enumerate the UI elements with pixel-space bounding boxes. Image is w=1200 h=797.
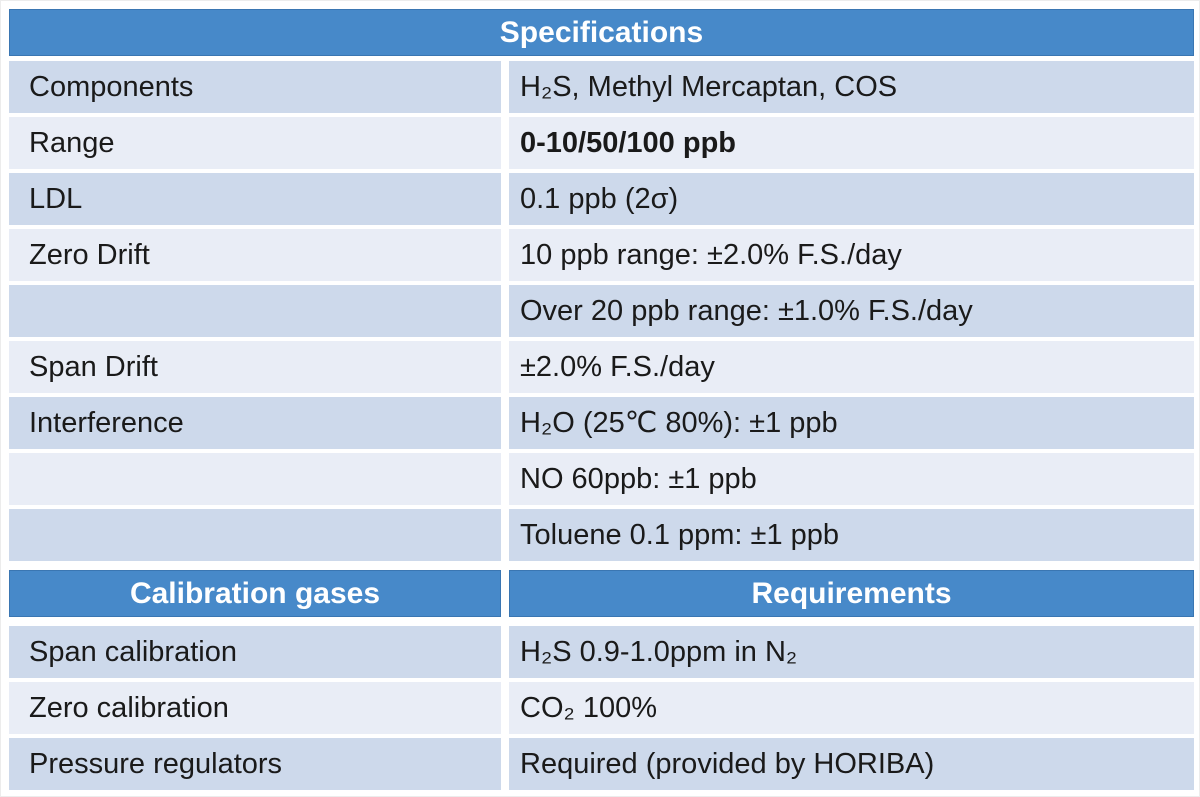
calibration-label-zero: Zero calibration	[9, 682, 501, 734]
table-row: NO 60ppb: ±1 ppb	[9, 453, 1194, 505]
calibration-label-pressure: Pressure regulators	[9, 738, 501, 790]
spec-header-row: Specifications	[9, 9, 1194, 56]
spec-label-ldl: LDL	[9, 173, 501, 225]
table-row: Components H₂S, Methyl Mercaptan, COS	[9, 61, 1194, 113]
spec-label-range: Range	[9, 117, 501, 169]
spec-header-title: Specifications	[9, 9, 1194, 56]
spec-label-components: Components	[9, 61, 501, 113]
specifications-table: Specifications Components H₂S, Methyl Me…	[9, 9, 1194, 790]
table-row: Interference H₂O (25℃ 80%): ±1 ppb	[9, 397, 1194, 449]
requirements-header: Requirements	[509, 570, 1194, 617]
spec-label-span-drift: Span Drift	[9, 341, 501, 393]
spec-label-zero-drift: Zero Drift	[9, 229, 501, 281]
calibration-value-zero: CO₂ 100%	[509, 682, 1194, 734]
spec-value-components: H₂S, Methyl Mercaptan, COS	[509, 61, 1194, 113]
calibration-header-row: Calibration gases Requirements	[9, 570, 1194, 617]
calibration-value-span: H₂S 0.9-1.0ppm in N₂	[509, 626, 1194, 678]
spec-label-interference-cont2	[9, 509, 501, 561]
spec-value-interference-no: NO 60ppb: ±1 ppb	[509, 453, 1194, 505]
spec-value-range: 0-10/50/100 ppb	[509, 117, 1194, 169]
table-row: LDL 0.1 ppb (2σ)	[9, 173, 1194, 225]
table-row: Toluene 0.1 ppm: ±1 ppb	[9, 509, 1194, 561]
calibration-value-pressure: Required (provided by HORIBA)	[509, 738, 1194, 790]
calibration-gases-header: Calibration gases	[9, 570, 501, 617]
spec-value-interference-toluene: Toluene 0.1 ppm: ±1 ppb	[509, 509, 1194, 561]
table-row: Range 0-10/50/100 ppb	[9, 117, 1194, 169]
table-row: Span Drift ±2.0% F.S./day	[9, 341, 1194, 393]
calibration-label-span: Span calibration	[9, 626, 501, 678]
spec-value-interference-h2o: H₂O (25℃ 80%): ±1 ppb	[509, 397, 1194, 449]
spec-value-zero-drift: 10 ppb range: ±2.0% F.S./day	[509, 229, 1194, 281]
spec-value-ldl: 0.1 ppb (2σ)	[509, 173, 1194, 225]
spec-value-zero-drift-cont: Over 20 ppb range: ±1.0% F.S./day	[509, 285, 1194, 337]
spec-label-zero-drift-cont	[9, 285, 501, 337]
table-row: Pressure regulators Required (provided b…	[9, 738, 1194, 790]
table-row: Over 20 ppb range: ±1.0% F.S./day	[9, 285, 1194, 337]
spec-label-interference: Interference	[9, 397, 501, 449]
table-row: Zero Drift 10 ppb range: ±2.0% F.S./day	[9, 229, 1194, 281]
table-row: Span calibration H₂S 0.9-1.0ppm in N₂	[9, 626, 1194, 678]
table-row: Zero calibration CO₂ 100%	[9, 682, 1194, 734]
spec-label-interference-cont	[9, 453, 501, 505]
spec-value-span-drift: ±2.0% F.S./day	[509, 341, 1194, 393]
